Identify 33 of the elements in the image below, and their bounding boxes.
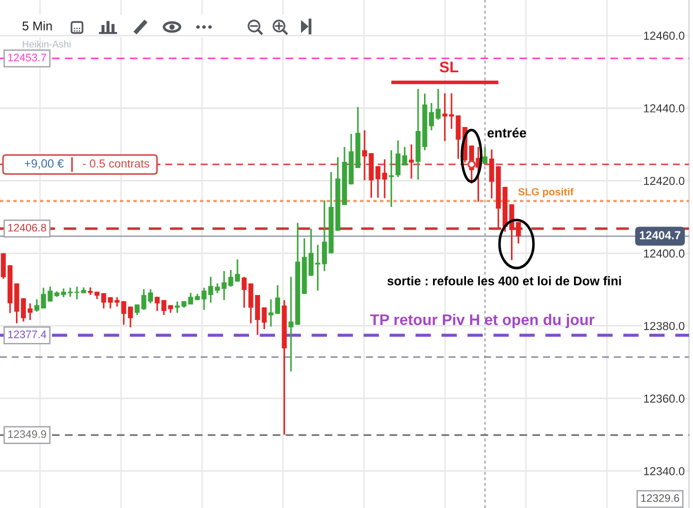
- y-tick-label: 12360.0: [644, 394, 684, 403]
- ref-line-label: 12404.7: [640, 231, 680, 240]
- candlestick: [128, 306, 133, 328]
- y-tick-label: 12400.0: [644, 249, 684, 258]
- candlestick: [242, 276, 247, 308]
- candlestick: [489, 148, 494, 200]
- candlestick: [121, 300, 126, 326]
- ref-line-label: SLG positif: [518, 188, 574, 198]
- y-tick-label: 12380.0: [644, 322, 684, 330]
- annotation: +9,00 €: [24, 159, 64, 170]
- y-tick-label: 12340.0: [644, 467, 684, 476]
- series-label: SL: [440, 62, 458, 72]
- candlestick: [516, 221, 521, 244]
- ref-line-label: 12349.9: [8, 430, 46, 438]
- candlestick: [362, 130, 368, 182]
- ref-line-label: 12406.8: [8, 224, 46, 232]
- candlestick: [68, 286, 73, 298]
- annotation: TP retour Piv H et open du jour: [370, 314, 594, 328]
- candlestick: [154, 296, 160, 312]
- ref-line-label: 12377.4: [8, 330, 46, 338]
- annotation: 12329.6: [641, 494, 680, 502]
- y-tick-label: 12420.0: [644, 176, 684, 185]
- candlestick: [482, 146, 488, 164]
- candlestick: [315, 244, 320, 292]
- annotation: Heikin-Ashi: [22, 40, 71, 48]
- ref-line-label: 12453.7: [8, 54, 46, 62]
- y-tick-label: 12440.0: [644, 104, 684, 112]
- annotation: - 0.5 contrats: [82, 159, 150, 168]
- annotation: 5 Min: [22, 21, 52, 30]
- annotation: sortie : refoule les 400 et loi de Dow fini: [387, 276, 621, 286]
- annotation: entrée: [488, 128, 526, 138]
- candlestick: [408, 144, 414, 180]
- y-tick-label: 12460.0: [644, 32, 684, 40]
